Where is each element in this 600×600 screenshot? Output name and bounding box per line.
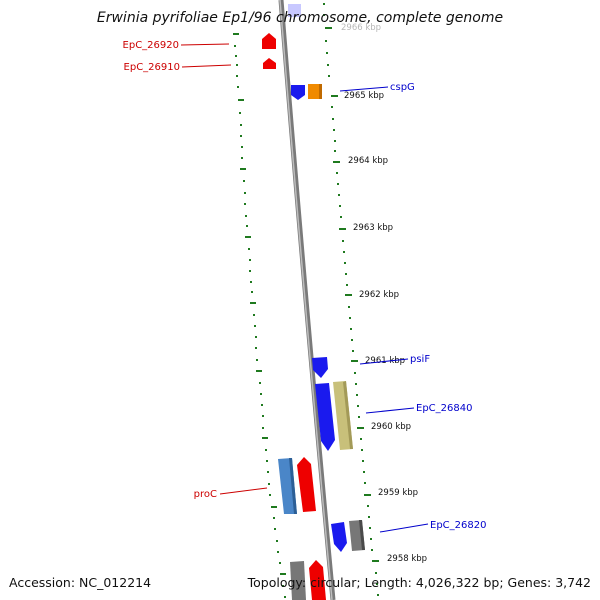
ruler-label-2964: 2964 kbp bbox=[348, 156, 388, 166]
gene-epc-26910[interactable] bbox=[263, 58, 276, 69]
gene-labels: EpC_26920 EpC_26910 cspG psiF EpC_26840 … bbox=[123, 40, 487, 531]
map-title: Erwinia pyrifoliae Ep1/96 chromosome, co… bbox=[96, 10, 504, 26]
label-epc-26840: EpC_26840 bbox=[416, 403, 472, 414]
left-dotted-track bbox=[233, 33, 286, 598]
gene-bottom-gray[interactable] bbox=[290, 561, 306, 600]
ruler-label-2959: 2959 kbp bbox=[378, 488, 418, 498]
label-proc: proC bbox=[194, 489, 217, 500]
gene-psif[interactable] bbox=[312, 357, 328, 378]
gene-epc-26920[interactable] bbox=[262, 33, 276, 49]
right-dotted-track bbox=[323, 3, 379, 596]
label-epc-26910: EpC_26910 bbox=[124, 62, 180, 73]
label-psif: psiF bbox=[410, 354, 430, 365]
ruler-label-2958: 2958 kbp bbox=[387, 554, 427, 564]
ruler-label-2962: 2962 kbp bbox=[359, 290, 399, 300]
gene-epc-26820[interactable] bbox=[331, 522, 347, 552]
gene-cspg[interactable] bbox=[291, 85, 305, 100]
topology-text: Topology: circular; Length: 4,026,322 bp… bbox=[247, 575, 591, 590]
label-epc-26920: EpC_26920 bbox=[123, 40, 179, 51]
label-leaders bbox=[180, 43, 429, 533]
gene-bottom-red[interactable] bbox=[309, 560, 326, 600]
accession-text: Accession: NC_012214 bbox=[9, 575, 152, 590]
ruler-labels: 2966 kbp 2965 kbp 2964 kbp 2963 kbp 2962… bbox=[341, 23, 427, 564]
gene-orange[interactable] bbox=[308, 84, 322, 99]
label-epc-26820: EpC_26820 bbox=[430, 520, 486, 531]
ruler-label-2960: 2960 kbp bbox=[371, 422, 411, 432]
gene-proc[interactable] bbox=[297, 457, 316, 512]
gene-yellow[interactable] bbox=[333, 381, 353, 450]
gene-features bbox=[262, 4, 365, 600]
ruler-label-2966: 2966 kbp bbox=[341, 23, 381, 33]
ruler-label-2965: 2965 kbp bbox=[344, 91, 384, 101]
chromosome-backbone bbox=[278, 0, 336, 600]
ruler-label-2963: 2963 kbp bbox=[353, 223, 393, 233]
gene-epc-26840[interactable] bbox=[315, 383, 335, 451]
label-cspg: cspG bbox=[390, 82, 415, 93]
gene-top-faded[interactable] bbox=[288, 4, 301, 17]
